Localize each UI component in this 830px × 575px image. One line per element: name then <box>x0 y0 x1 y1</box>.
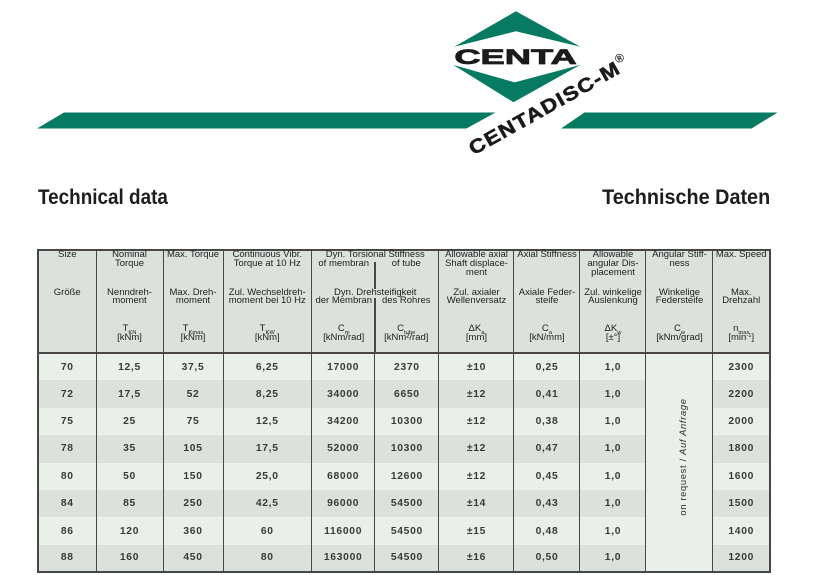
svg-text:CENTADISC-M: CENTADISC-M <box>465 58 624 160</box>
svg-text:CENTA: CENTA <box>454 45 576 68</box>
